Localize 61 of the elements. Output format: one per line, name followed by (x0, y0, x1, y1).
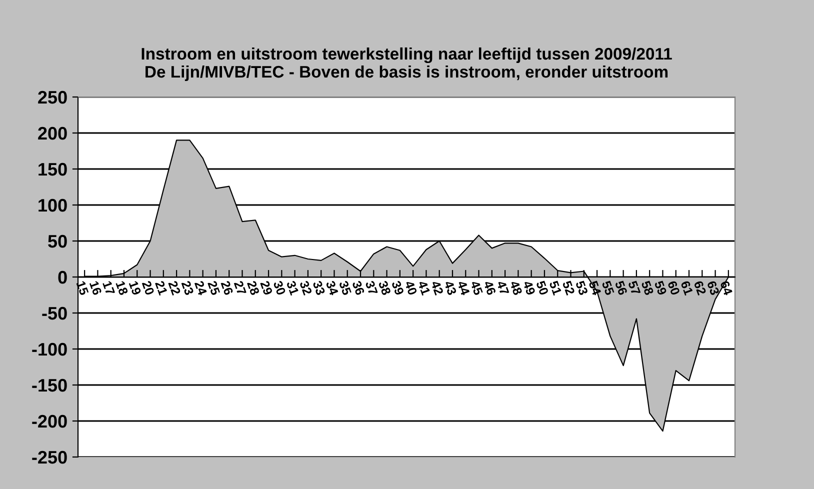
x-tick-label: 56 (614, 280, 628, 296)
y-tick-label: 50 (48, 234, 67, 248)
y-tick-label: -250 (32, 450, 67, 464)
x-tick-label: 28 (246, 280, 260, 296)
x-tick-label: 30 (273, 280, 286, 296)
y-tick-label: 200 (38, 126, 67, 140)
x-tick-label: 42 (430, 280, 444, 296)
x-tick-label: 24 (194, 280, 208, 296)
x-tick-label: 48 (510, 280, 523, 296)
x-tick-label: 51 (549, 280, 562, 296)
x-tick-label: 18 (116, 280, 128, 296)
x-tick-label: 53 (575, 280, 588, 296)
x-tick-label: 50 (536, 280, 549, 296)
y-tick-label: -50 (42, 306, 67, 320)
x-tick-label: 63 (706, 280, 720, 296)
x-tick-label: 25 (207, 280, 220, 296)
x-tick-label: 40 (404, 280, 418, 296)
x-tick-label: 32 (299, 280, 312, 296)
x-tick-label: 52 (562, 280, 576, 296)
x-tick-label: 33 (312, 280, 326, 296)
y-tick-label: 250 (38, 90, 67, 104)
x-tick-label: 22 (168, 280, 181, 296)
x-tick-label: 45 (470, 280, 483, 296)
x-tick-label: 23 (181, 280, 194, 296)
chart-title: Instroom en uitstroom tewerkstelling naar leeftijd tussen 2009/2011 De Lijn/MIVB/TEC - Boven de basis is instroom, eronder uitstroom (142, 47, 672, 82)
x-tick-label: 49 (522, 280, 536, 296)
x-tick-label: 34 (326, 280, 339, 296)
x-tick-label: 21 (155, 280, 168, 296)
x-tick-label: 36 (352, 280, 365, 296)
y-tick-label: -100 (32, 342, 67, 356)
x-tick-label: 19 (128, 280, 142, 296)
x-tick-label: 39 (391, 280, 404, 296)
x-tick-label: 44 (457, 280, 470, 296)
x-tick-label: 60 (667, 280, 680, 296)
x-tick-label: 55 (602, 280, 614, 296)
x-tick-label: 46 (483, 280, 496, 296)
x-tick-label: 57 (628, 280, 641, 296)
x-tick-label: 62 (694, 280, 706, 296)
x-tick-label: 54 (588, 280, 602, 296)
x-tick-label: 38 (378, 280, 392, 296)
x-tick-label: 31 (286, 280, 300, 296)
x-tick-label: 27 (234, 280, 247, 296)
x-tick-label: 29 (260, 280, 273, 296)
x-tick-label: 47 (496, 280, 510, 296)
x-tick-label: 20 (142, 280, 155, 296)
y-tick-label: 0 (58, 270, 67, 284)
x-tick-label: 17 (102, 280, 115, 296)
x-tick-label: 58 (641, 280, 654, 296)
y-tick-label: -150 (32, 378, 67, 392)
x-tick-label: 35 (338, 280, 352, 296)
x-tick-label: 43 (444, 280, 457, 296)
x-tick-label: 41 (418, 280, 430, 296)
x-tick-label: 61 (680, 280, 694, 296)
y-tick-label: 100 (38, 198, 67, 212)
x-tick-label: 59 (654, 280, 668, 296)
y-tick-label: 150 (38, 162, 67, 176)
x-tick-label: 26 (220, 280, 234, 296)
y-tick-label: -200 (32, 414, 67, 428)
x-tick-label: 64 (720, 280, 733, 296)
x-tick-label: 37 (365, 280, 378, 296)
x-tick-label: 16 (89, 280, 102, 296)
